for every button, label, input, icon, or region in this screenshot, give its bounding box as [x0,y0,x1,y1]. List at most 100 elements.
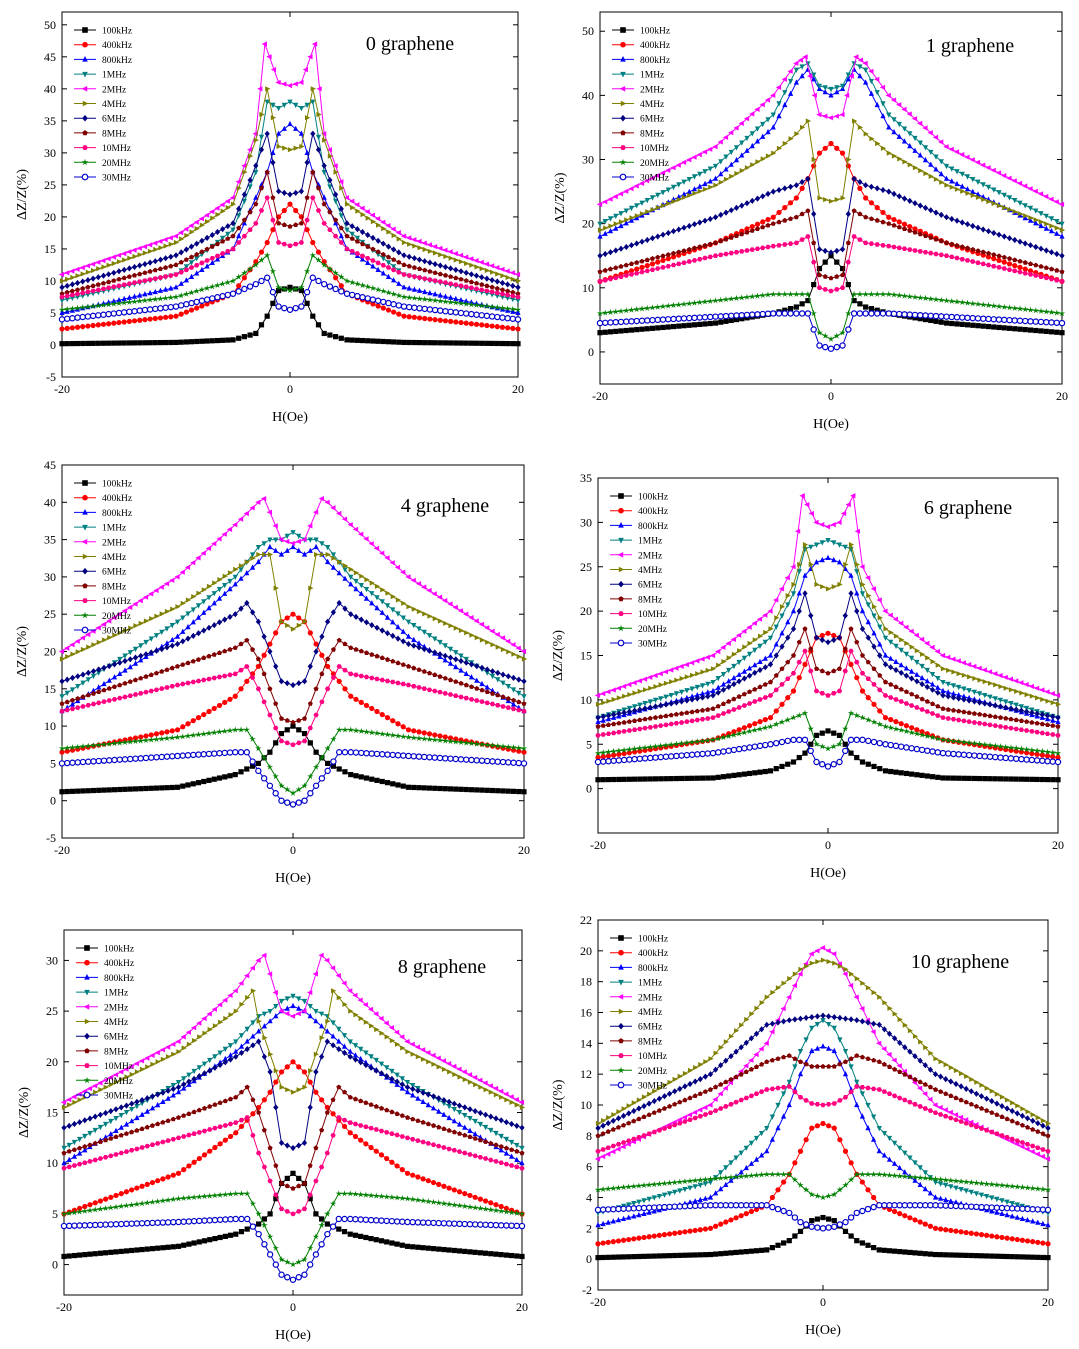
data-point [401,239,408,246]
data-point [721,659,727,665]
data-point [133,623,139,629]
data-point [247,177,253,184]
data-point [822,287,828,292]
data-point [116,259,123,265]
data-point [934,749,941,756]
data-point [227,1052,234,1058]
data-point [892,616,898,622]
data-point [411,294,418,301]
data-point [359,253,366,259]
data-point [180,783,186,789]
data-point [997,724,1004,729]
data-point [170,1092,176,1098]
data-point [370,301,376,307]
data-point [970,188,976,194]
data-point [684,674,691,680]
data-point [325,618,331,625]
data-point [662,753,670,760]
y-tick-label: 15 [46,1106,58,1120]
data-point [483,1139,488,1144]
data-point [770,112,776,118]
data-point [295,799,302,806]
data-point [1032,188,1038,194]
data-point [521,694,527,700]
data-point [132,646,139,652]
data-point [369,296,377,303]
data-point [133,677,138,683]
data-point [597,330,603,336]
data-point [790,591,797,597]
data-point [440,1058,446,1064]
data-point [731,663,737,670]
data-point [148,785,154,791]
data-point [776,145,783,151]
data-point [127,693,133,698]
data-point [762,681,768,687]
data-point [473,258,479,264]
data-point [411,265,417,270]
data-point [483,302,491,309]
y-tick-label: 40 [582,88,594,102]
data-point [1011,178,1017,184]
data-point [648,685,654,691]
data-point [174,727,181,733]
data-point [370,246,376,252]
data-point [194,338,200,345]
data-point [138,734,144,740]
data-point [650,207,656,213]
data-point [971,752,978,759]
data-point [702,169,708,175]
series-10MHz [59,664,527,747]
data-point [851,175,857,182]
data-point [617,191,624,197]
data-point [212,1054,218,1060]
data-point [634,213,640,219]
data-point [400,303,408,310]
data-point [472,1135,478,1141]
data-point [647,743,654,750]
data-point [733,125,739,131]
data-point [785,593,791,599]
data-point [219,280,226,287]
data-point [723,154,729,160]
data-point [917,202,923,209]
data-point [793,79,799,85]
data-point [613,275,619,281]
data-point [1003,776,1009,782]
legend-label: 20MHz [102,159,131,169]
data-point [118,1124,124,1130]
data-point [951,669,957,675]
data-point [953,298,961,305]
data-point [790,736,797,744]
data-point [495,669,501,676]
data-point [214,256,221,262]
data-point [391,309,397,315]
data-point [426,785,433,791]
data-point [448,677,453,683]
panel-title: 1 graphene [926,35,1014,57]
data-point [699,694,706,701]
data-point [185,782,191,788]
data-point [164,685,170,690]
legend-marker [81,158,89,166]
data-point [453,266,459,273]
data-point [244,973,250,979]
data-point [284,538,290,545]
data-point [736,671,742,677]
data-point [676,249,682,255]
data-point [885,92,891,98]
data-point [516,690,522,697]
data-point [788,216,793,221]
data-point [80,285,86,291]
data-point [207,1148,213,1154]
data-point [341,1123,348,1130]
data-point [767,741,774,748]
data-point [338,205,344,212]
data-point [868,241,874,246]
data-point [822,85,828,91]
data-point [845,326,852,333]
data-point [126,340,132,346]
data-point [1017,211,1024,217]
data-point [134,1127,140,1133]
data-point [301,998,308,1005]
